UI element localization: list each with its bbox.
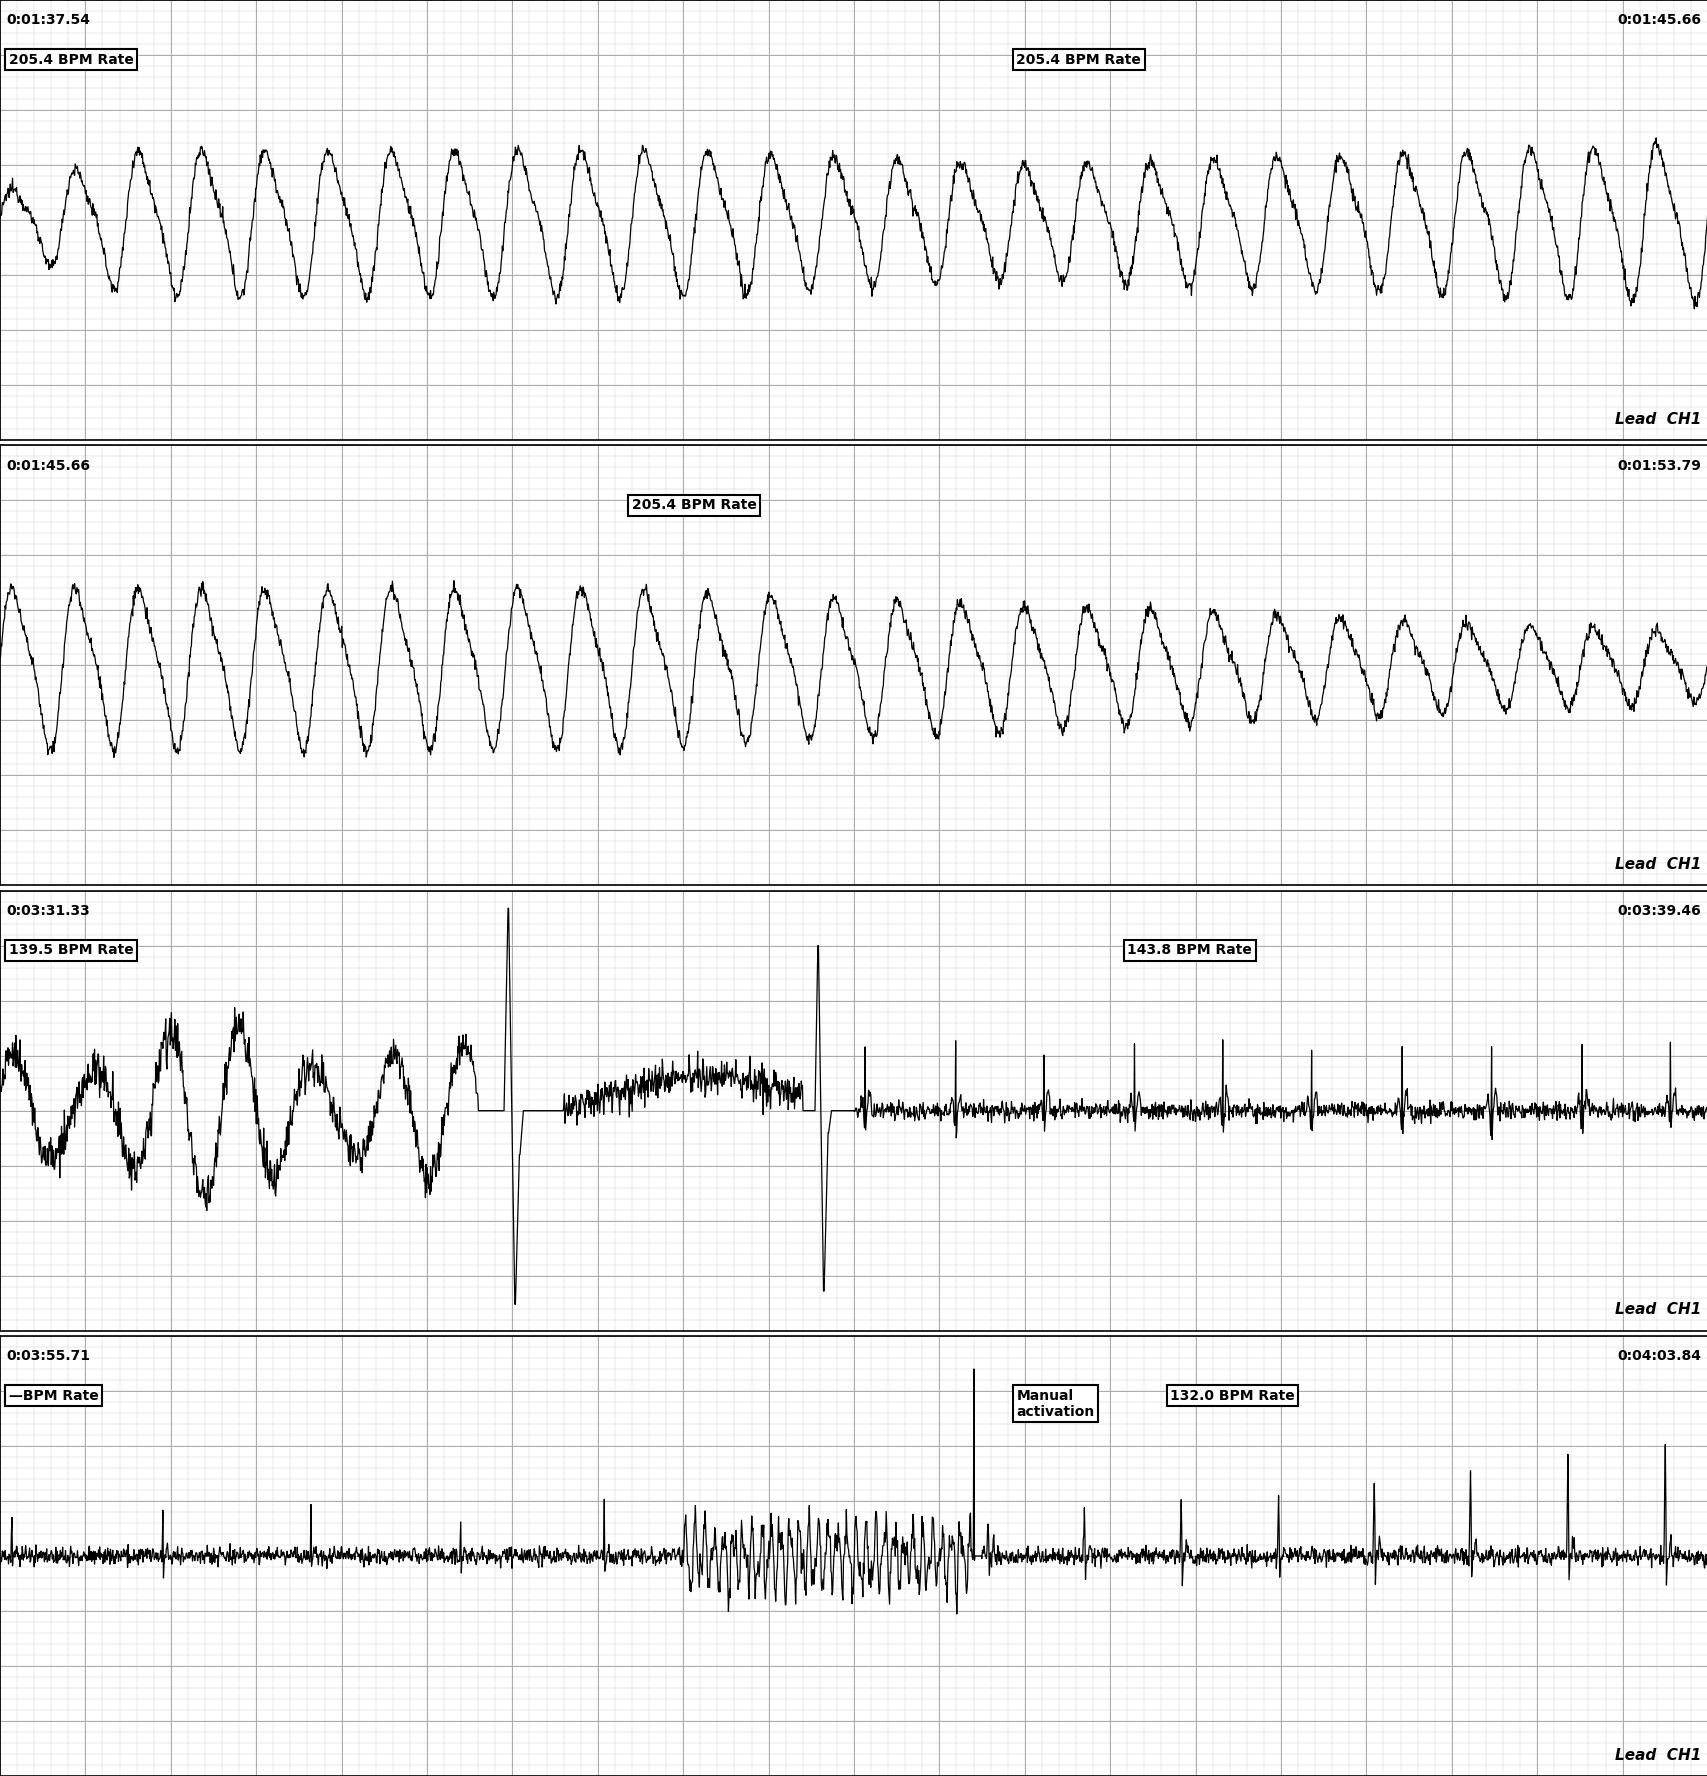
Text: —BPM Rate: —BPM Rate	[9, 1389, 99, 1403]
Text: Manual
activation: Manual activation	[1016, 1389, 1094, 1419]
Text: 0:03:55.71: 0:03:55.71	[7, 1350, 90, 1364]
Text: 0:01:45.66: 0:01:45.66	[7, 458, 90, 472]
Text: 139.5 BPM Rate: 139.5 BPM Rate	[9, 943, 133, 957]
Text: Lead  CH1: Lead CH1	[1613, 412, 1700, 426]
Text: 0:03:31.33: 0:03:31.33	[7, 904, 90, 918]
Text: 0:01:45.66: 0:01:45.66	[1617, 12, 1700, 27]
Text: 205.4 BPM Rate: 205.4 BPM Rate	[1016, 53, 1140, 67]
Text: Lead  CH1: Lead CH1	[1613, 858, 1700, 872]
Text: 205.4 BPM Rate: 205.4 BPM Rate	[9, 53, 133, 67]
Text: 143.8 BPM Rate: 143.8 BPM Rate	[1127, 943, 1251, 957]
Text: Lead  CH1: Lead CH1	[1613, 1748, 1700, 1764]
Text: Lead  CH1: Lead CH1	[1613, 1302, 1700, 1318]
Text: 132.0 BPM Rate: 132.0 BPM Rate	[1169, 1389, 1294, 1403]
Text: 0:01:37.54: 0:01:37.54	[7, 12, 90, 27]
Text: 0:04:03.84: 0:04:03.84	[1617, 1350, 1700, 1364]
Text: 0:01:53.79: 0:01:53.79	[1617, 458, 1700, 472]
Text: 0:03:39.46: 0:03:39.46	[1617, 904, 1700, 918]
Text: 205.4 BPM Rate: 205.4 BPM Rate	[632, 497, 756, 511]
